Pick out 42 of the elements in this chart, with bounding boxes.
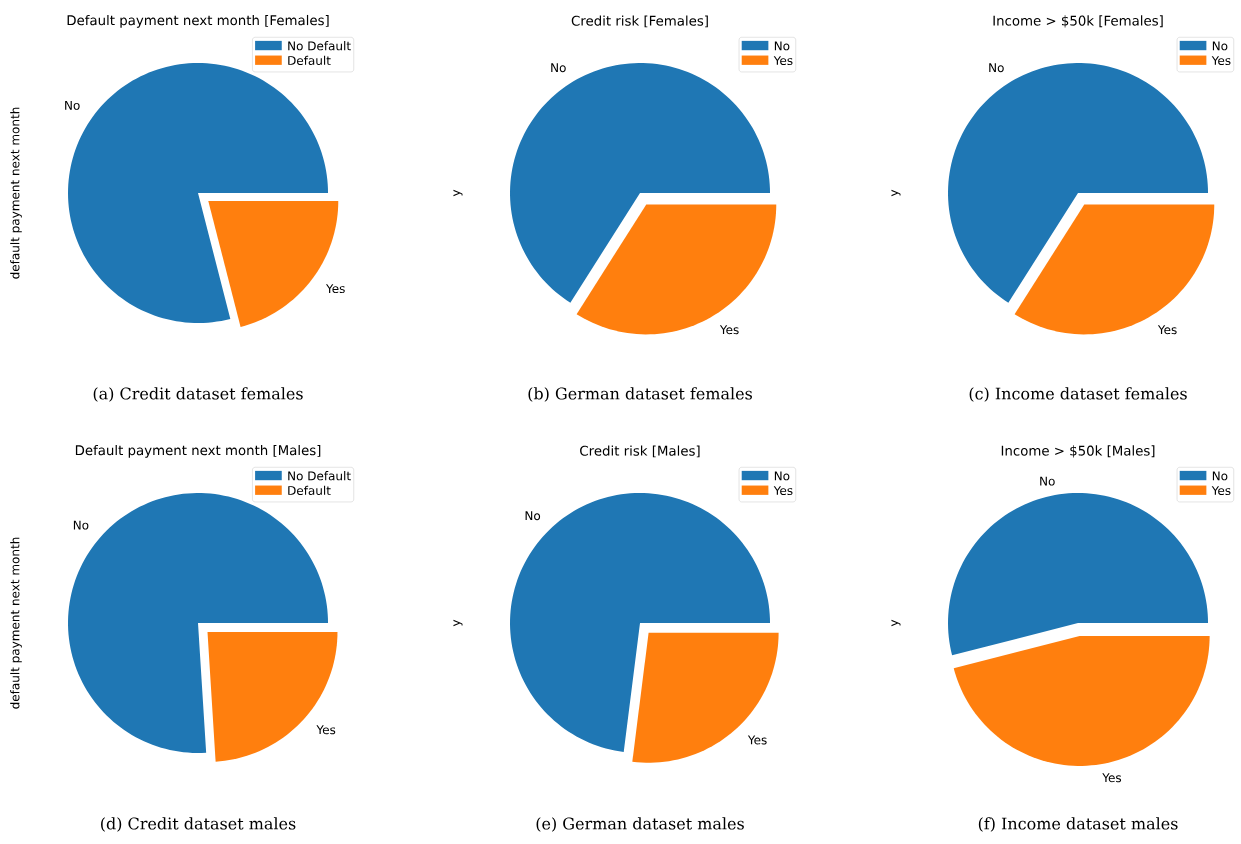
legend-label: No Default <box>288 41 351 51</box>
chart-title: Income > $50k [Males] <box>1001 445 1155 458</box>
chart-title: Default payment next month [Males] <box>75 444 321 458</box>
text: default payment next month <box>10 107 22 279</box>
text: Yes <box>316 725 336 735</box>
legend-label: No <box>1212 41 1228 51</box>
text: y <box>891 619 901 627</box>
text: y <box>453 619 463 627</box>
text: No <box>989 63 1004 73</box>
chart-title: Income > $50k [Females] <box>993 15 1163 28</box>
text: Yes <box>719 325 739 335</box>
legend-label: No Default <box>288 471 351 481</box>
text: (a) Credit dataset females <box>93 387 303 402</box>
text: y <box>891 189 901 197</box>
legend-label: Default <box>288 55 331 66</box>
text: (d) Credit dataset males <box>101 817 296 832</box>
legend-label: No <box>1212 471 1228 481</box>
text: No <box>551 63 566 73</box>
chart-title: Credit risk [Males] <box>580 445 700 458</box>
text: (c) Income dataset females <box>969 387 1187 402</box>
text: y <box>453 189 463 197</box>
legend-label: No <box>774 41 790 51</box>
text: (e) German dataset males <box>536 817 744 832</box>
text: default payment next month <box>10 537 22 709</box>
text: No <box>525 511 541 521</box>
text: Yes <box>1102 773 1122 783</box>
text: No <box>65 100 80 110</box>
legend-label: Yes <box>773 56 793 66</box>
legend-label: Yes <box>773 486 793 496</box>
chart-title: Default payment next month [Females] <box>67 14 329 28</box>
legend-label: Default <box>288 485 331 496</box>
legend-label: Yes <box>1211 486 1231 496</box>
text: (f) Income dataset males <box>978 817 1178 832</box>
chart-title: Credit risk [Females] <box>571 15 708 28</box>
legend-label: Yes <box>1211 56 1231 66</box>
text: Yes <box>747 735 767 745</box>
text: No <box>1040 476 1055 486</box>
legend-label: No <box>774 471 790 481</box>
text: Yes <box>325 284 345 294</box>
text: (b) German dataset females <box>528 387 752 402</box>
text: No <box>73 520 89 530</box>
text: Yes <box>1157 325 1177 335</box>
